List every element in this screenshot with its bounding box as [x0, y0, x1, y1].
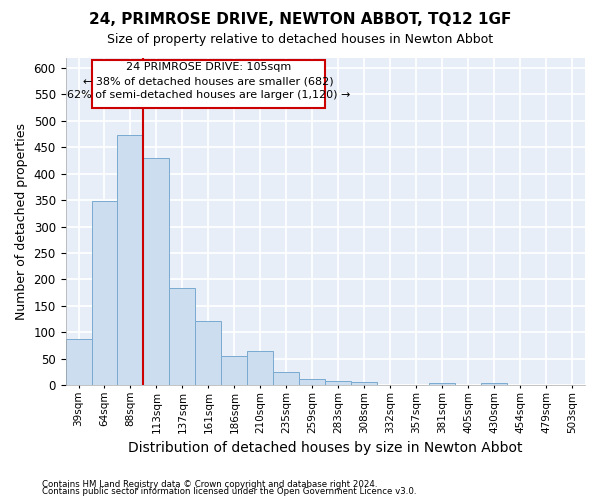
- Bar: [65, 338, 92, 385]
- Bar: [247, 350, 274, 385]
- Text: 24 PRIMROSE DRIVE: 105sqm: 24 PRIMROSE DRIVE: 105sqm: [126, 62, 291, 72]
- Bar: [351, 382, 377, 385]
- Bar: [143, 158, 169, 385]
- Text: 62% of semi-detached houses are larger (1,120) →: 62% of semi-detached houses are larger (…: [67, 90, 350, 101]
- Text: Size of property relative to detached houses in Newton Abbot: Size of property relative to detached ho…: [107, 32, 493, 46]
- Text: Contains public sector information licensed under the Open Government Licence v3: Contains public sector information licen…: [42, 487, 416, 496]
- Bar: [325, 381, 351, 385]
- Bar: [274, 372, 299, 385]
- Bar: [169, 288, 196, 385]
- Bar: [481, 383, 507, 385]
- Bar: [92, 201, 118, 385]
- X-axis label: Distribution of detached houses by size in Newton Abbot: Distribution of detached houses by size …: [128, 441, 523, 455]
- Text: Contains HM Land Registry data © Crown copyright and database right 2024.: Contains HM Land Registry data © Crown c…: [42, 480, 377, 489]
- Bar: [92, 60, 325, 108]
- Text: 24, PRIMROSE DRIVE, NEWTON ABBOT, TQ12 1GF: 24, PRIMROSE DRIVE, NEWTON ABBOT, TQ12 1…: [89, 12, 511, 28]
- Bar: [221, 356, 247, 385]
- Bar: [196, 320, 221, 385]
- Bar: [118, 135, 143, 385]
- Y-axis label: Number of detached properties: Number of detached properties: [15, 122, 28, 320]
- Text: ← 38% of detached houses are smaller (682): ← 38% of detached houses are smaller (68…: [83, 76, 334, 86]
- Bar: [299, 378, 325, 385]
- Bar: [429, 383, 455, 385]
